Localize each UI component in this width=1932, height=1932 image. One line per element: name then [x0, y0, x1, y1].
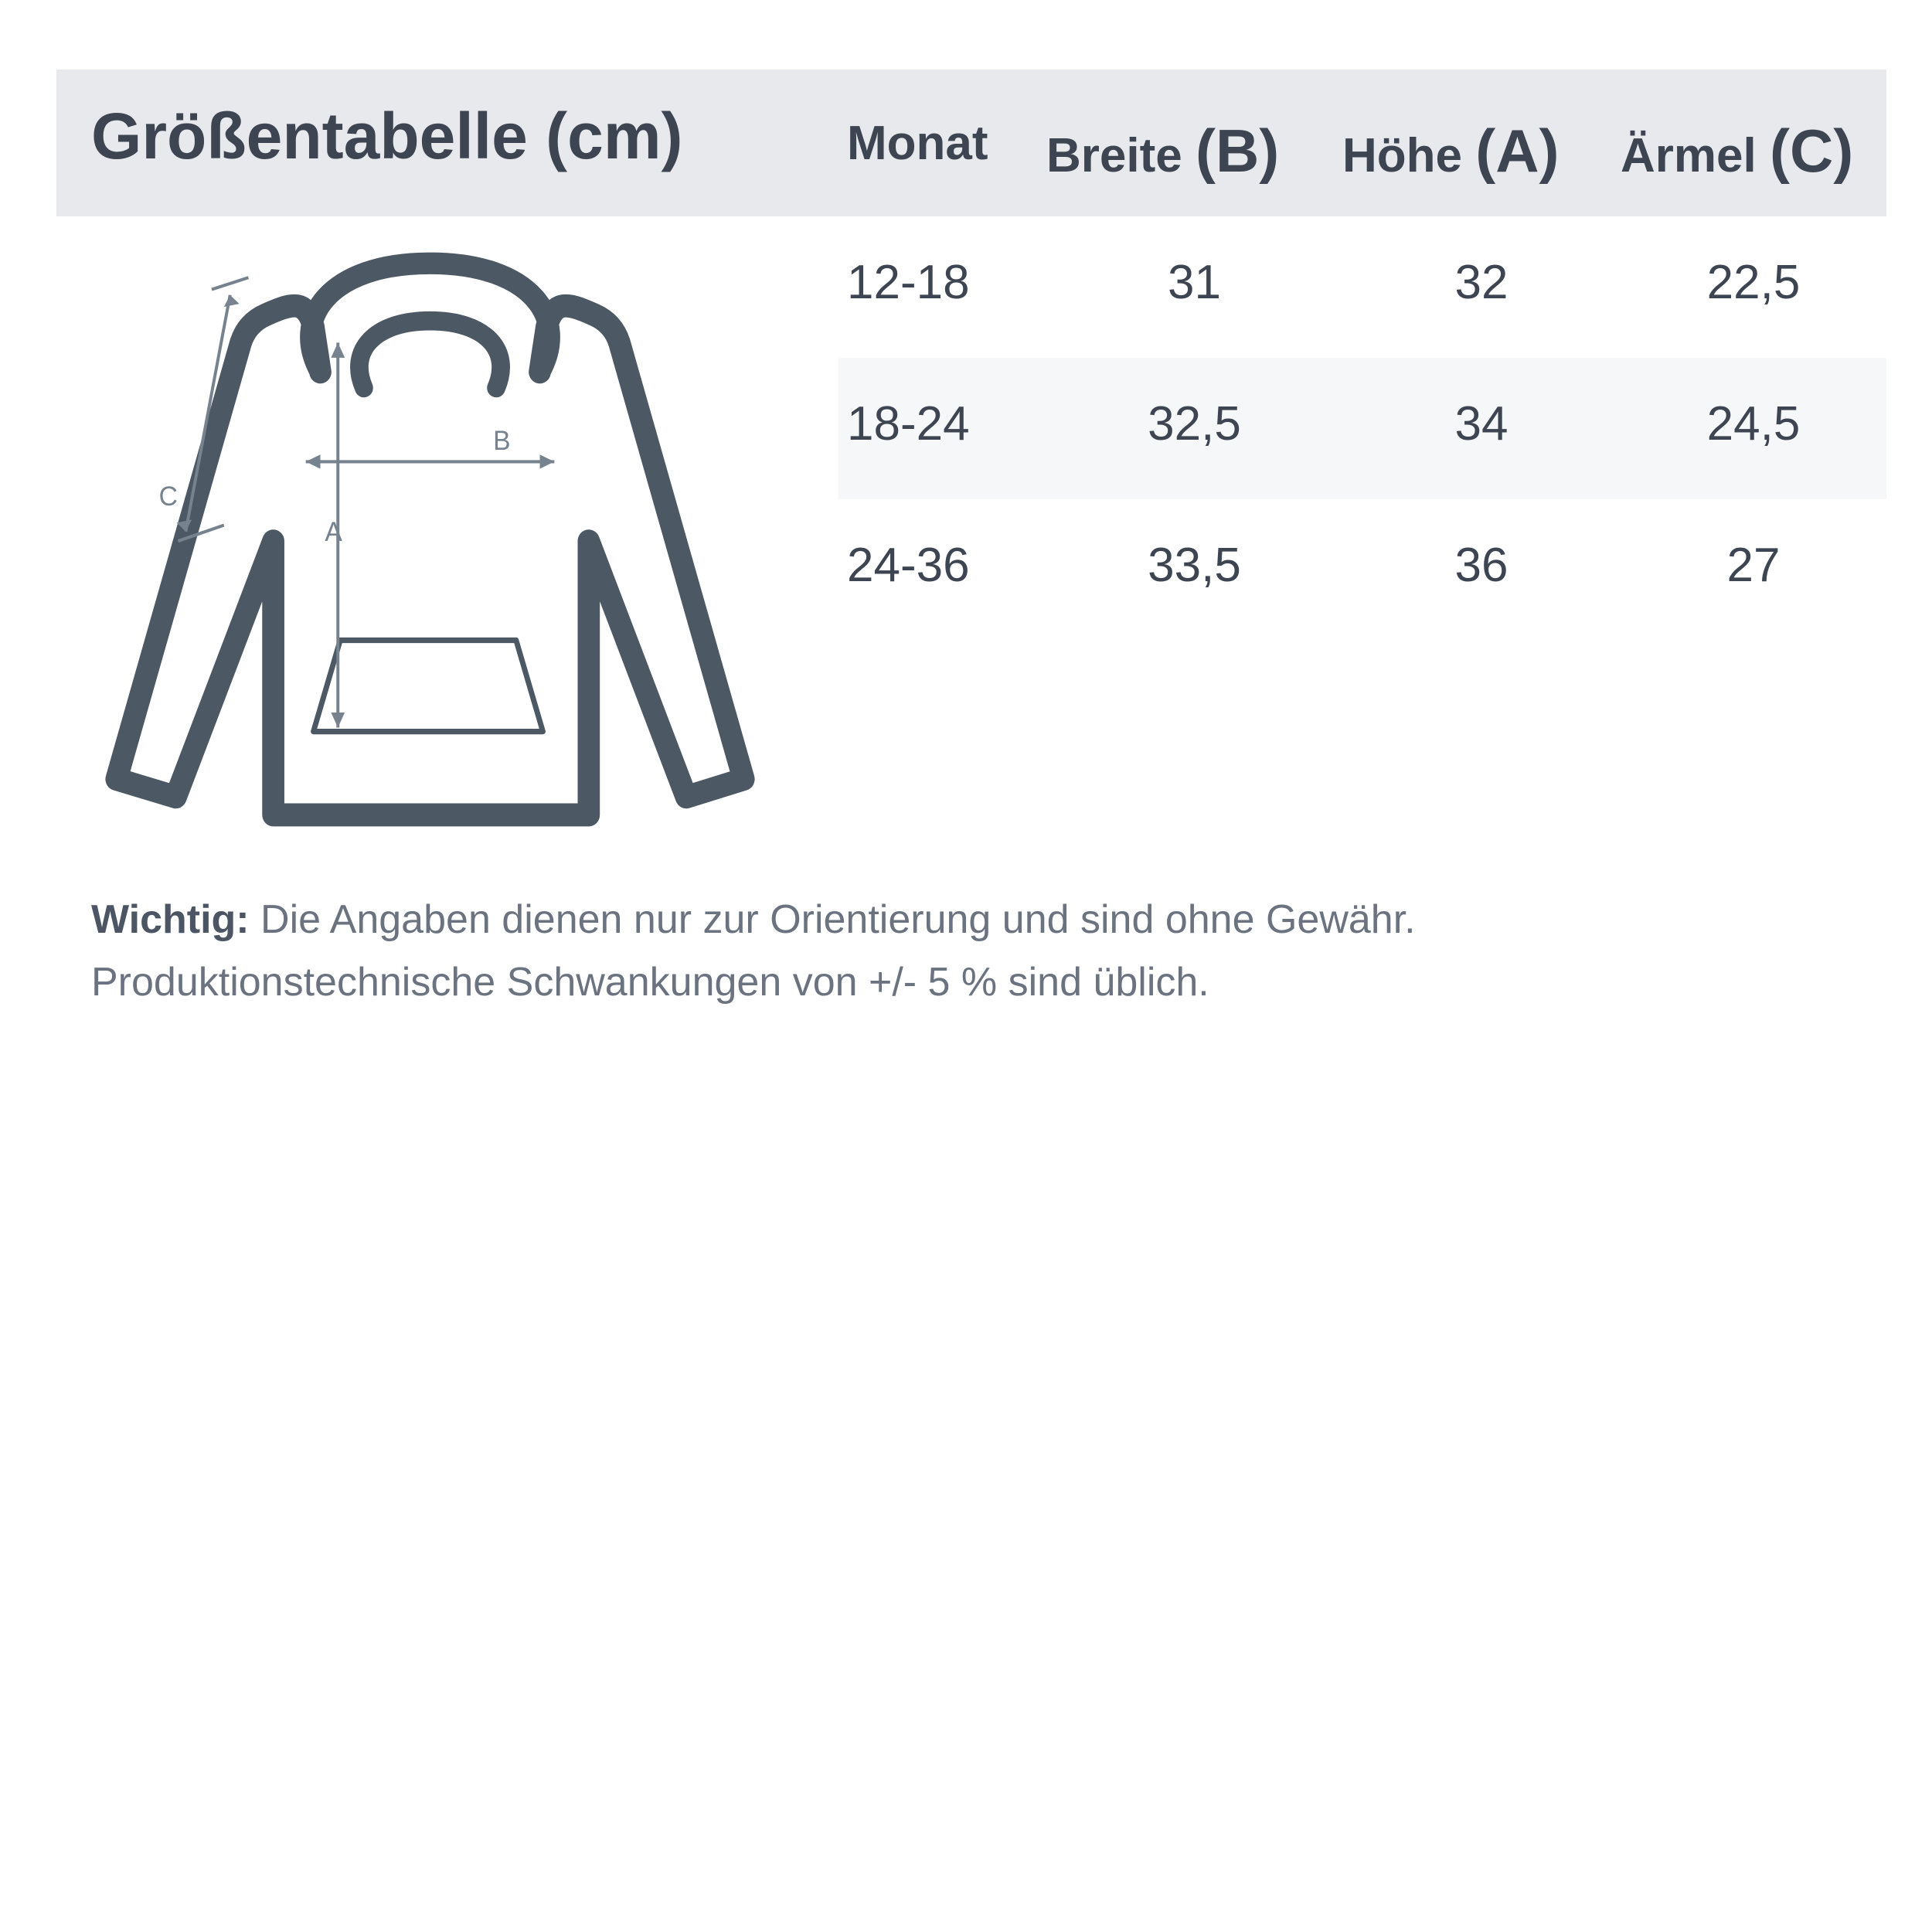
- svg-text:C: C: [159, 481, 178, 512]
- svg-text:A: A: [325, 518, 342, 548]
- svg-text:B: B: [493, 426, 510, 456]
